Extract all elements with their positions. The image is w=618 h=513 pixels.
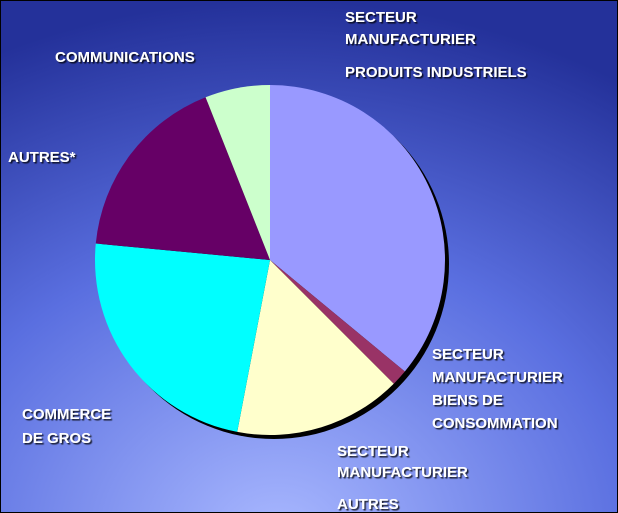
slice-label: AUTRES* [8,149,76,166]
slice-label: COMMUNICATIONS [55,49,195,66]
pie-slice [94,243,270,432]
slice-label: COMMERCE DE GROS [22,406,111,447]
pie-slice [270,85,445,372]
pie-slice [95,97,270,260]
slice-label: SECTEUR MANUFACTURIER PRODUITS INDUSTRIELS [345,9,527,81]
pie-slice [270,260,405,384]
slice-label: SECTEUR MANUFACTURIER AUTRES [337,443,468,513]
slice-label: SECTEUR MANUFACTURIER BIENS DE CONSOMMATION [432,346,563,432]
pie-slice [237,260,394,436]
pie-slice [205,85,270,260]
